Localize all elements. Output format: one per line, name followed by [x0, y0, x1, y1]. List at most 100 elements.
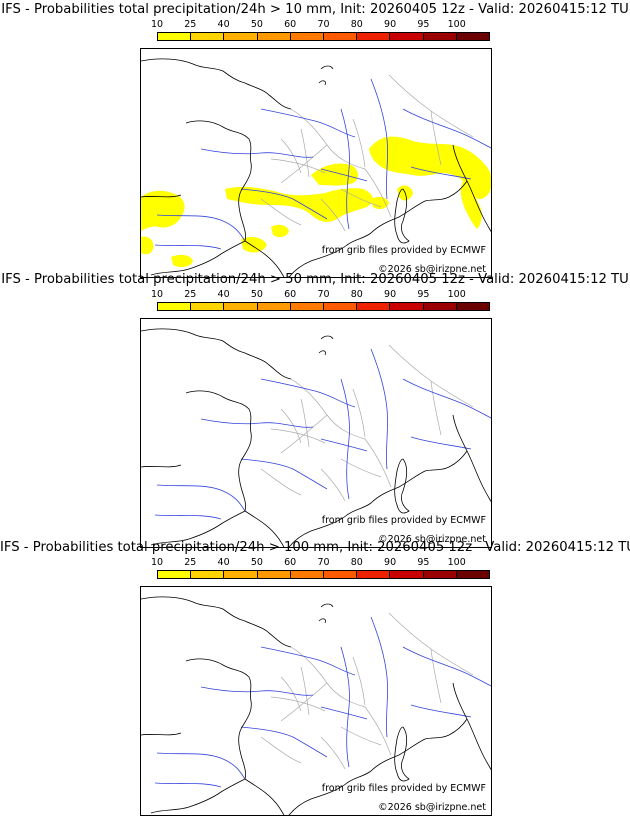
coastline — [318, 80, 326, 86]
legend-ticks: 10 25 40 50 60 70 80 90 95 100 — [144, 289, 477, 301]
legend-tick-label: 25 — [184, 557, 197, 568]
legend-color-swatch — [324, 33, 358, 40]
admin-border — [352, 388, 366, 438]
coastline — [452, 144, 468, 182]
rain-area — [225, 186, 373, 222]
legend-tick-label: 95 — [417, 19, 430, 30]
admin-border — [388, 74, 474, 138]
river — [260, 378, 356, 408]
coastline — [394, 188, 410, 244]
legend-color-swatch — [290, 571, 325, 578]
rain-area — [141, 236, 154, 255]
admin-border — [300, 128, 310, 178]
legend-color-swatch — [357, 33, 391, 40]
admin-border — [260, 468, 302, 496]
legend-tick-label: 100 — [447, 289, 466, 300]
admin-border — [300, 666, 310, 716]
coastline — [141, 194, 182, 198]
river — [340, 646, 350, 768]
admin-border — [300, 398, 310, 448]
legend-color-swatch — [224, 571, 258, 578]
admin-border — [340, 458, 382, 478]
map-svg — [141, 328, 491, 547]
legend-tick-label: 70 — [317, 557, 330, 568]
admin-border — [260, 198, 302, 226]
legend-colorbar — [157, 32, 490, 41]
legend-color-swatch — [357, 303, 391, 310]
legend-color-swatch — [158, 303, 192, 310]
legend-tick-label: 40 — [217, 19, 230, 30]
rain-area — [460, 181, 482, 229]
coastline — [288, 180, 468, 277]
legend-color-swatch — [324, 303, 358, 310]
river — [240, 458, 328, 490]
legend-color-swatch — [257, 303, 291, 310]
coastline — [452, 682, 468, 720]
coastline — [288, 718, 468, 815]
admin-border — [430, 648, 442, 704]
panel-title: IFS - Probabilities total precipitation/… — [0, 540, 630, 555]
map-svg — [141, 58, 491, 277]
coastline — [141, 464, 182, 468]
river — [370, 348, 388, 470]
river — [320, 706, 368, 720]
legend-tick-label: 95 — [417, 289, 430, 300]
admin-border — [320, 468, 346, 502]
admin-border — [388, 344, 474, 408]
river — [154, 782, 222, 788]
legend-color-swatch — [257, 33, 291, 40]
coastline — [320, 335, 334, 340]
admin-border — [280, 682, 328, 722]
coastline — [452, 414, 468, 452]
legend-tick-label: 80 — [350, 557, 363, 568]
river — [240, 726, 328, 758]
legend-ticks: 10 25 40 50 60 70 80 90 95 100 — [144, 557, 477, 569]
legend-tick-label: 10 — [150, 19, 164, 30]
coastline — [141, 328, 292, 380]
coastline — [185, 120, 252, 242]
copyright-credit: ©2026 sb@irizpne.net — [378, 802, 486, 813]
river — [200, 686, 314, 696]
coastline — [185, 658, 252, 780]
legend-tick-label: 25 — [184, 289, 197, 300]
coastline — [141, 596, 292, 648]
legend-color-swatch — [224, 33, 258, 40]
admin-border — [270, 696, 326, 712]
legend-color-swatch — [423, 303, 457, 310]
legend-color-swatch — [191, 571, 225, 578]
coastline — [244, 510, 285, 547]
coastline — [288, 450, 468, 547]
river — [154, 244, 222, 250]
legend-color-swatch — [191, 303, 225, 310]
legend-color-swatch — [224, 303, 258, 310]
legend-tick-label: 90 — [384, 289, 397, 300]
copyright-credit: ©2026 sb@irizpne.net — [378, 534, 486, 545]
river — [410, 704, 472, 718]
admin-border — [280, 676, 302, 712]
source-credit: from grib files provided by ECMWF — [321, 245, 486, 256]
river — [402, 646, 491, 687]
legend-color-swatch — [423, 571, 457, 578]
river — [320, 438, 368, 452]
legend-color-swatch — [390, 303, 424, 310]
coastline — [394, 458, 410, 514]
legend-color-swatch — [290, 33, 325, 40]
river — [340, 378, 350, 500]
river — [156, 752, 246, 780]
legend-tick-label: 90 — [384, 557, 397, 568]
river — [402, 108, 491, 149]
river — [156, 484, 246, 512]
legend-tick-label: 100 — [447, 19, 466, 30]
river — [200, 148, 314, 158]
river — [340, 108, 350, 230]
coastline — [466, 450, 491, 503]
legend-color-swatch — [390, 571, 424, 578]
legend-tick-label: 90 — [384, 19, 397, 30]
rain-area — [311, 163, 359, 186]
rain-area — [371, 196, 389, 210]
river — [240, 188, 328, 220]
coastline — [141, 732, 182, 736]
probability-map: from grib files provided by ECMWF ©2026 … — [140, 48, 492, 278]
legend-tick-label: 60 — [284, 19, 297, 30]
river — [410, 436, 472, 450]
